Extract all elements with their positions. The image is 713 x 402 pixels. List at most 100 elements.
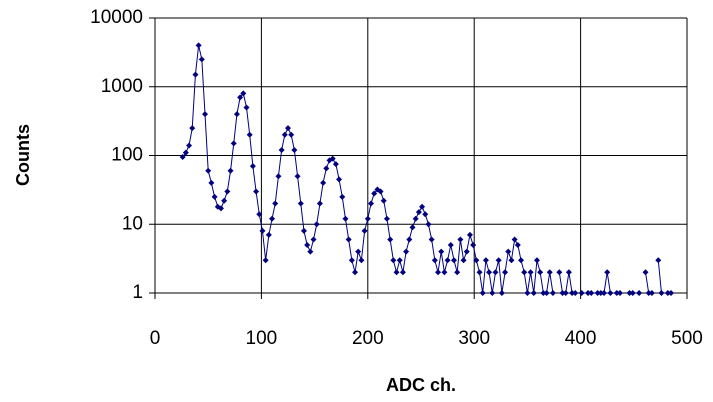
data-point bbox=[399, 269, 406, 276]
data-point bbox=[208, 179, 215, 186]
data-point bbox=[256, 211, 263, 218]
data-point bbox=[616, 290, 623, 296]
data-point bbox=[594, 290, 601, 296]
data-point bbox=[224, 188, 231, 195]
data-point bbox=[383, 215, 390, 222]
data-point bbox=[307, 248, 314, 255]
data-point bbox=[668, 290, 675, 296]
data-point bbox=[227, 167, 234, 174]
data-point bbox=[198, 56, 205, 63]
data-point bbox=[313, 221, 320, 228]
data-point bbox=[285, 125, 291, 132]
data-point bbox=[457, 236, 464, 243]
data-point bbox=[240, 90, 247, 97]
data-point bbox=[409, 224, 416, 231]
data-point bbox=[192, 71, 199, 78]
data-point bbox=[559, 290, 566, 296]
x-axis-title: ADC ch. bbox=[386, 375, 456, 395]
data-point bbox=[629, 290, 636, 296]
data-point bbox=[655, 257, 662, 264]
data-point bbox=[521, 269, 528, 276]
data-point bbox=[450, 257, 457, 264]
data-point bbox=[230, 140, 237, 147]
data-point bbox=[533, 257, 540, 264]
data-point bbox=[530, 290, 537, 296]
data-point bbox=[281, 131, 288, 138]
y-tick-label: 1 bbox=[132, 282, 143, 303]
data-point bbox=[380, 197, 387, 204]
data-point bbox=[438, 248, 445, 255]
data-point bbox=[492, 269, 499, 276]
data-point bbox=[329, 155, 336, 162]
data-point bbox=[320, 179, 327, 186]
data-point bbox=[489, 290, 496, 296]
data-point bbox=[466, 231, 473, 238]
data-point bbox=[527, 269, 534, 276]
data-point bbox=[246, 131, 253, 138]
data-point bbox=[355, 248, 362, 255]
data-point bbox=[332, 161, 339, 168]
data-point bbox=[511, 236, 518, 243]
data-point bbox=[367, 200, 374, 207]
data-point bbox=[297, 200, 304, 207]
data-point bbox=[642, 269, 649, 276]
x-tick-label: 400 bbox=[565, 328, 597, 349]
data-point bbox=[364, 215, 371, 222]
data-point bbox=[316, 200, 323, 207]
data-point bbox=[406, 236, 413, 243]
x-tick-label: 200 bbox=[352, 328, 384, 349]
data-point bbox=[186, 142, 193, 149]
data-point bbox=[578, 290, 585, 296]
data-point bbox=[278, 147, 285, 154]
data-point bbox=[387, 236, 394, 243]
y-tick-label: 100 bbox=[111, 145, 143, 166]
data-point bbox=[597, 290, 604, 296]
y-tick-label: 10000 bbox=[90, 7, 143, 28]
data-point bbox=[348, 257, 355, 264]
data-point bbox=[259, 227, 266, 234]
data-point bbox=[476, 269, 483, 276]
data-point bbox=[648, 290, 655, 296]
data-point bbox=[540, 290, 547, 296]
data-point bbox=[323, 165, 330, 172]
data-point bbox=[626, 290, 633, 296]
data-point bbox=[377, 188, 384, 195]
data-point bbox=[441, 269, 448, 276]
data-point bbox=[431, 257, 438, 264]
data-point bbox=[189, 125, 196, 132]
data-point bbox=[249, 163, 256, 170]
data-point bbox=[447, 241, 454, 248]
data-point bbox=[390, 257, 397, 264]
x-tick-label: 100 bbox=[246, 328, 278, 349]
data-point bbox=[613, 290, 620, 296]
data-point bbox=[294, 173, 301, 180]
x-tick-label: 0 bbox=[150, 328, 161, 349]
data-point bbox=[265, 231, 272, 238]
y-tick-label: 1000 bbox=[101, 76, 143, 97]
data-point bbox=[514, 241, 521, 248]
data-point bbox=[502, 269, 509, 276]
data-point bbox=[537, 269, 544, 276]
data-point bbox=[495, 257, 502, 264]
data-point bbox=[243, 104, 250, 111]
x-tick-label: 300 bbox=[458, 328, 490, 349]
data-point bbox=[288, 131, 295, 138]
data-point bbox=[202, 111, 209, 118]
data-point bbox=[412, 215, 419, 222]
data-point bbox=[304, 241, 311, 248]
y-axis-title: Counts bbox=[13, 124, 33, 186]
data-point bbox=[237, 94, 244, 101]
data-point bbox=[352, 269, 359, 276]
data-point bbox=[604, 269, 611, 276]
data-point bbox=[253, 188, 260, 195]
data-point bbox=[444, 257, 451, 264]
data-point bbox=[546, 269, 553, 276]
data-point bbox=[601, 290, 608, 296]
data-point bbox=[403, 248, 410, 255]
data-point bbox=[562, 290, 569, 296]
data-point bbox=[300, 227, 307, 234]
data-point bbox=[486, 269, 493, 276]
data-point bbox=[272, 200, 279, 207]
data-point bbox=[345, 236, 352, 243]
data-point bbox=[518, 257, 525, 264]
